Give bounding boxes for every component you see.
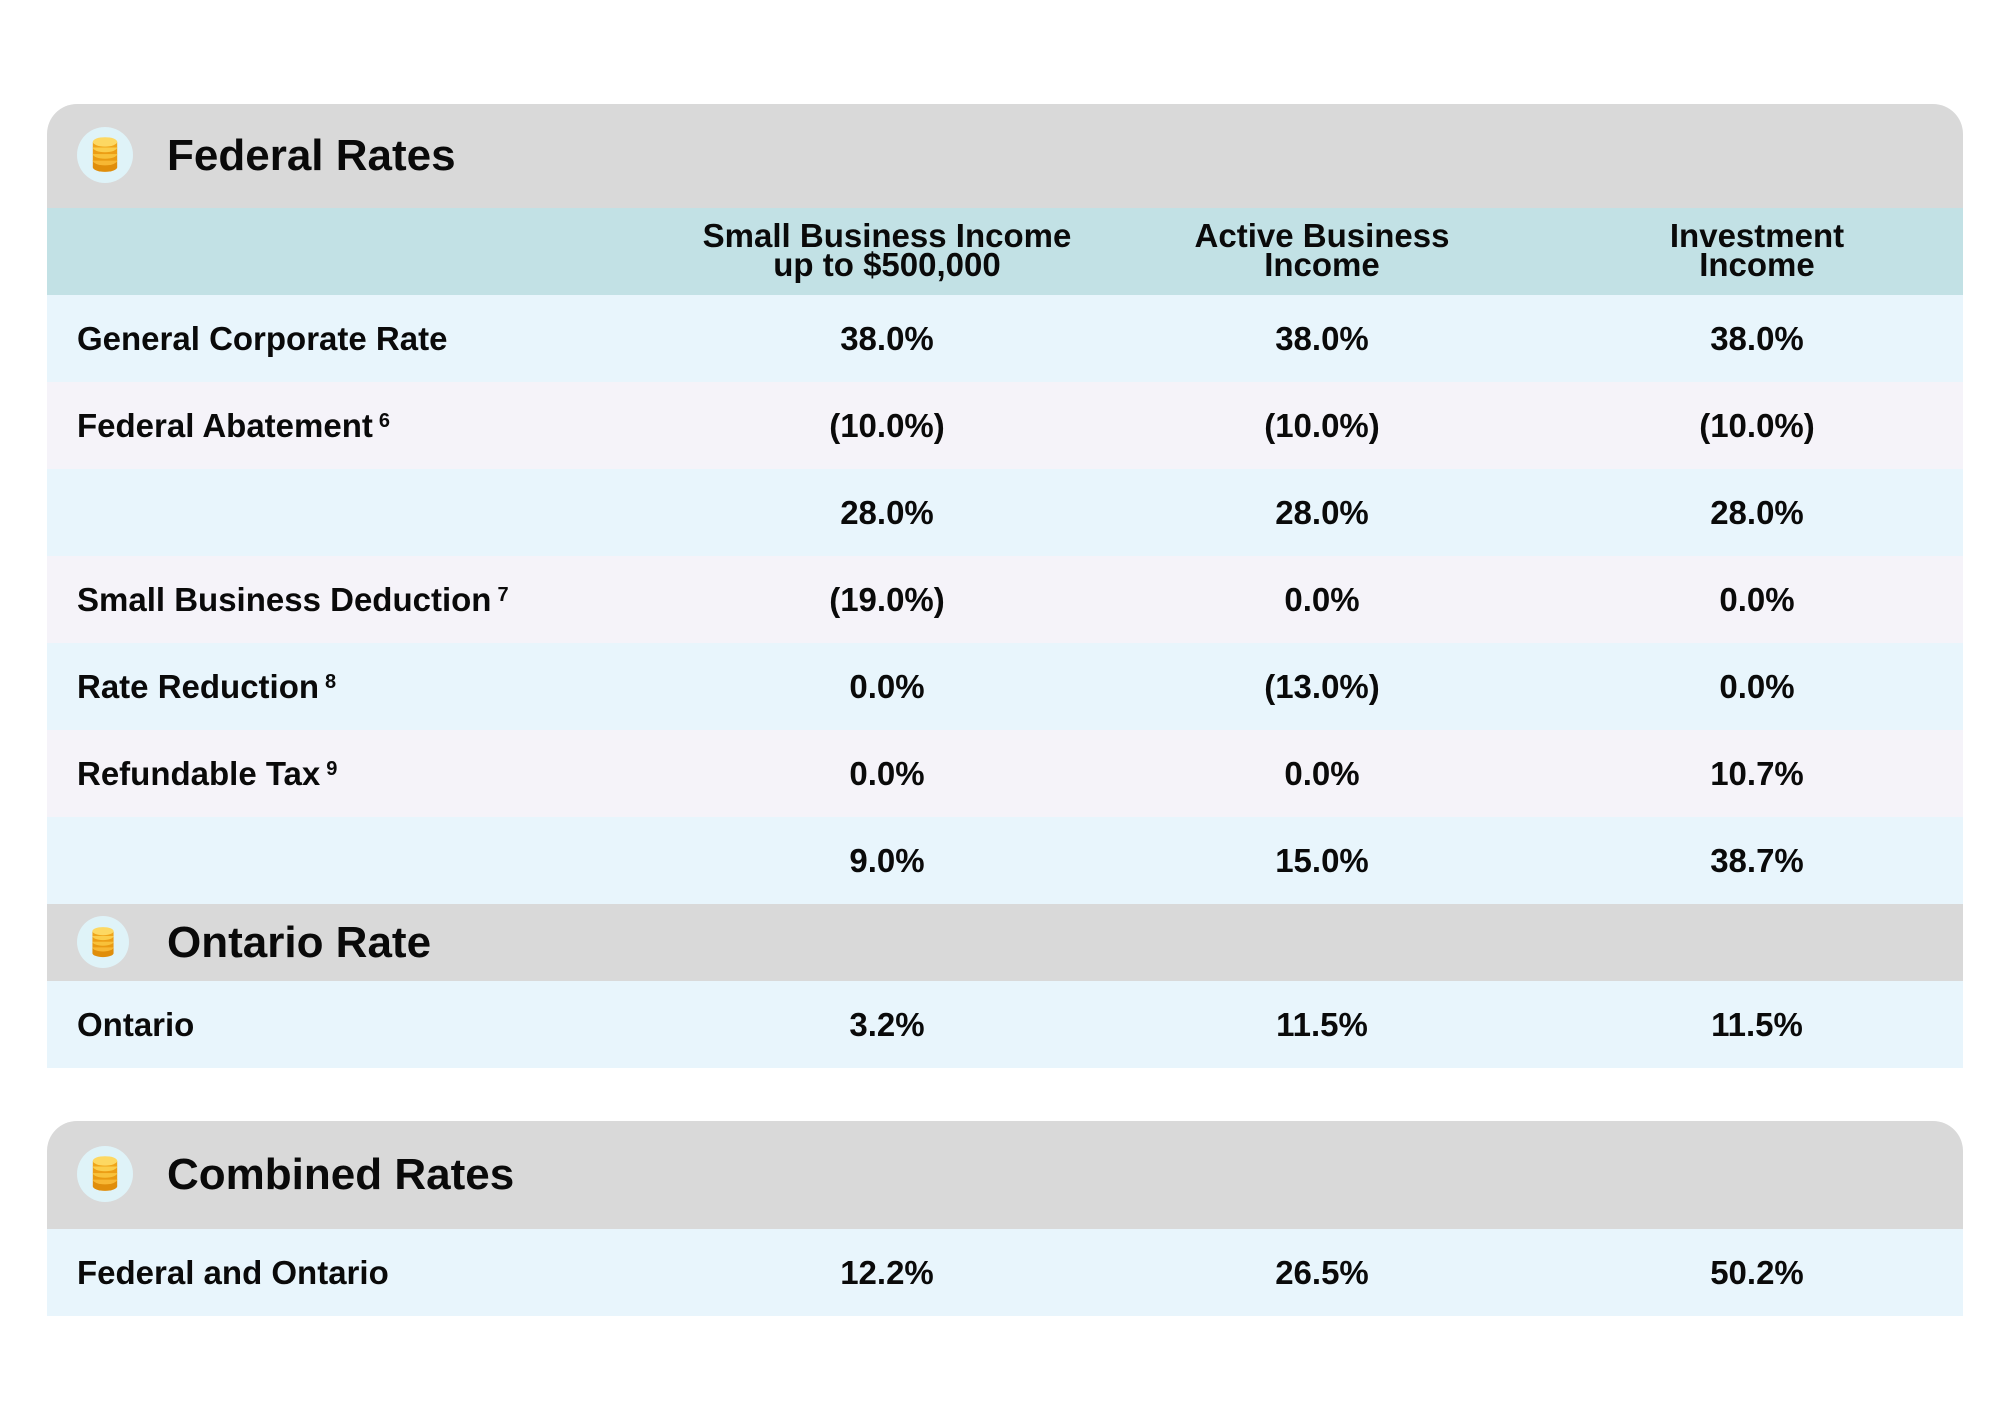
table-row: Ontario 3.2% 11.5% 11.5%: [47, 981, 1963, 1068]
coin-stack-icon: [77, 127, 133, 183]
row-label: Ontario: [77, 1005, 195, 1043]
federal-rates-header: Federal Rates: [47, 104, 1963, 208]
rate-value: 12.2%: [840, 1253, 934, 1291]
rate-value: 0.0%: [1719, 580, 1795, 618]
combined-rates-header: Combined Rates: [47, 1121, 1963, 1229]
rate-value: 28.0%: [1710, 493, 1804, 531]
rate-value: 38.7%: [1710, 841, 1804, 879]
table-row: Rate Reduction 8 0.0% (13.0%) 0.0%: [47, 643, 1963, 730]
table-row: General Corporate Rate 38.0% 38.0% 38.0%: [47, 295, 1963, 382]
rate-value: 0.0%: [1284, 754, 1360, 792]
rate-value: 26.5%: [1275, 1253, 1369, 1291]
coin-stack-icon: [77, 916, 129, 968]
rate-value: 50.2%: [1710, 1253, 1804, 1291]
row-label: Rate Reduction 8: [77, 667, 337, 705]
section-title: Federal Rates: [167, 131, 456, 180]
coin-stack-icon: [77, 1146, 133, 1202]
rate-value: 11.5%: [1276, 1005, 1368, 1043]
footnote-marker: 9: [326, 758, 338, 780]
ontario-rate-header: Ontario Rate: [47, 904, 1963, 981]
table-row: 9.0% 15.0% 38.7%: [47, 817, 1963, 904]
ontario-rows: Ontario 3.2% 11.5% 11.5%: [47, 981, 1963, 1068]
rate-value: 9.0%: [849, 841, 925, 879]
rate-value: 0.0%: [849, 754, 925, 792]
footnote-marker: 8: [325, 671, 337, 693]
rate-value: (10.0%): [1699, 406, 1815, 444]
rate-value: 0.0%: [849, 667, 925, 705]
table-row: Federal and Ontario 12.2% 26.5% 50.2%: [47, 1229, 1963, 1316]
rate-value: 15.0%: [1275, 841, 1369, 879]
footnote-marker: 7: [497, 584, 509, 606]
row-label: [77, 817, 83, 904]
row-label: [77, 469, 83, 556]
row-label: General Corporate Rate: [77, 319, 448, 357]
table-row: Refundable Tax 9 0.0% 0.0% 10.7%: [47, 730, 1963, 817]
column-header: Active Business Income: [1194, 217, 1450, 283]
column-header: Small Business Income up to $500,000: [702, 217, 1072, 283]
combined-table: Combined Rates Federal and Ontario 12.2% 2…: [47, 1121, 1963, 1316]
column-header-row: Small Business Income up to $500,000 Acti…: [47, 208, 1963, 295]
rate-value: 10.7%: [1710, 754, 1804, 792]
rate-value: 28.0%: [840, 493, 934, 531]
row-label: Federal and Ontario: [77, 1253, 389, 1291]
rate-value: (10.0%): [829, 406, 945, 444]
federal-rows: General Corporate Rate 38.0% 38.0% 38.0% Fed…: [47, 295, 1963, 904]
section-title: Combined Rates: [167, 1150, 515, 1199]
rate-value: 3.2%: [849, 1005, 925, 1043]
combined-rows: Federal and Ontario 12.2% 26.5% 50.2%: [47, 1229, 1963, 1316]
row-label: Federal Abatement 6: [77, 406, 390, 444]
rate-value: 0.0%: [1284, 580, 1360, 618]
rate-value: 0.0%: [1719, 667, 1795, 705]
rate-value: 38.0%: [1710, 319, 1804, 357]
table-row: 28.0% 28.0% 28.0%: [47, 469, 1963, 556]
row-label: Small Business Deduction 7: [77, 580, 509, 618]
table-row: Small Business Deduction 7 (19.0%) 0.0% 0.0%: [47, 556, 1963, 643]
section-title: Ontario Rate: [167, 918, 432, 967]
rate-value: 38.0%: [840, 319, 934, 357]
rate-value: (13.0%): [1264, 667, 1380, 705]
rate-value: 38.0%: [1275, 319, 1369, 357]
rate-value: (19.0%): [829, 580, 945, 618]
rate-value: (10.0%): [1264, 406, 1380, 444]
row-label: Refundable Tax 9: [77, 754, 338, 792]
federal-ontario-table: Federal Rates Small Business Income up to…: [47, 104, 1963, 1068]
rate-value: 11.5%: [1711, 1005, 1803, 1043]
rate-value: 28.0%: [1275, 493, 1369, 531]
table-row: Federal Abatement 6 (10.0%) (10.0%) (10.0%): [47, 382, 1963, 469]
footnote-marker: 6: [378, 410, 390, 432]
column-header: Investment Income: [1669, 217, 1845, 283]
